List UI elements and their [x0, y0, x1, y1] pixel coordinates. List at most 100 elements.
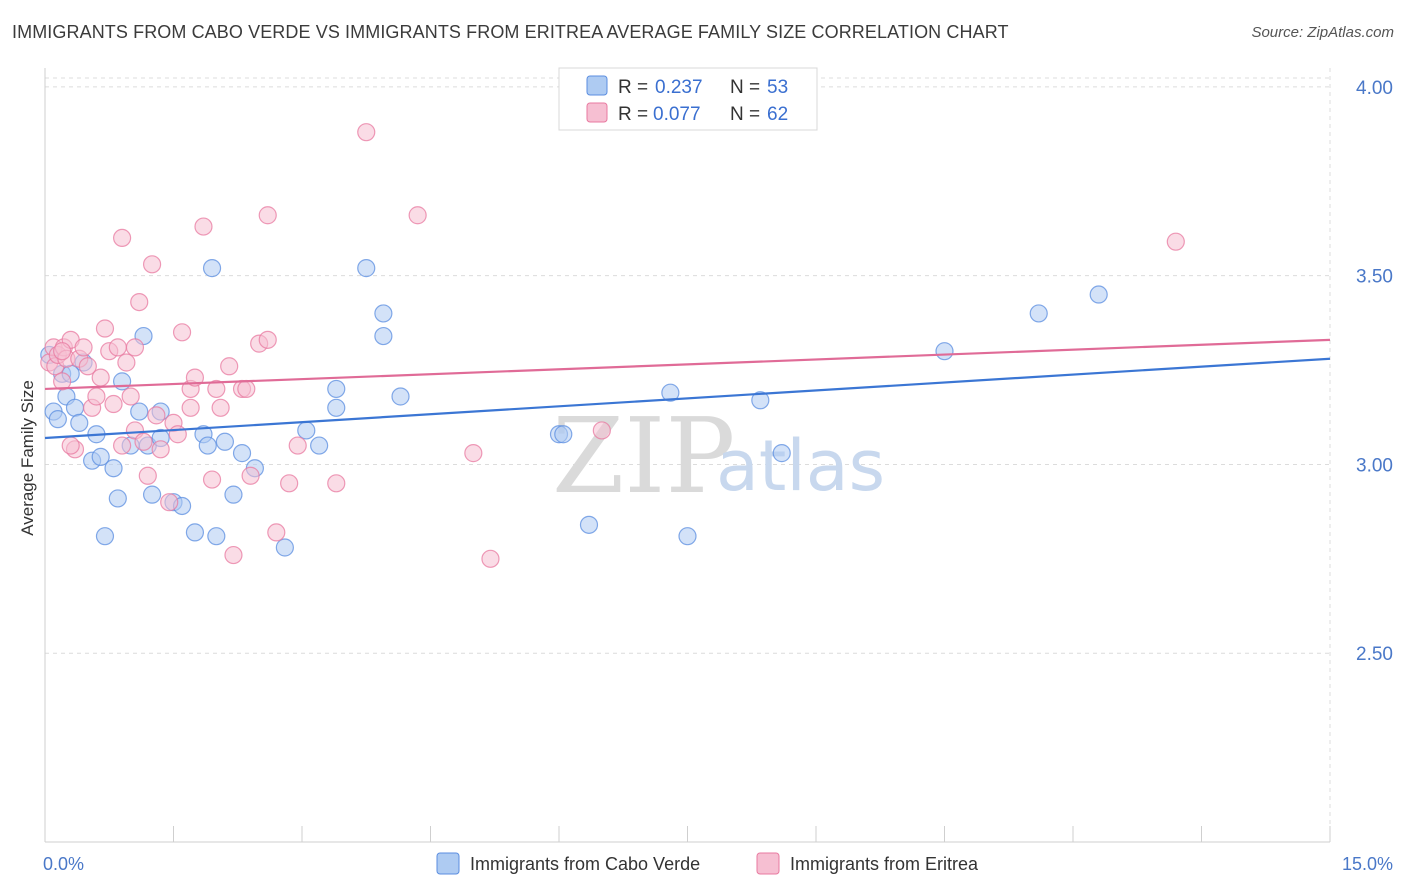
- data-point: [74, 338, 93, 357]
- legend-n-label: N =: [730, 104, 760, 125]
- data-point: [61, 436, 80, 455]
- data-point: [592, 421, 611, 440]
- series-legend-label-cabo-verde: Immigrants from Cabo Verde: [470, 854, 700, 874]
- data-point: [220, 357, 239, 376]
- source-label: Source: ZipAtlas.com: [1251, 24, 1394, 41]
- data-point: [112, 436, 132, 455]
- data-point: [391, 387, 410, 406]
- data-point: [237, 379, 256, 399]
- data-point: [258, 330, 277, 349]
- trend-line-cabo-verde: [44, 357, 1331, 440]
- data-point: [168, 425, 187, 444]
- data-point: [142, 255, 162, 274]
- data-point: [108, 338, 127, 357]
- data-point: [130, 292, 149, 312]
- watermark: ZIP atlas: [552, 395, 885, 517]
- data-point: [275, 538, 294, 557]
- data-point: [327, 398, 346, 417]
- legend-swatch-cabo-verde: [586, 75, 608, 96]
- legend-swatch-eritrea: [586, 102, 608, 123]
- data-point: [202, 470, 222, 489]
- data-point: [310, 436, 329, 455]
- data-point: [357, 259, 376, 278]
- data-point: [327, 474, 346, 493]
- data-point: [70, 413, 89, 433]
- data-point: [554, 425, 573, 444]
- data-point: [327, 379, 346, 399]
- legend-n-label: N =: [730, 77, 760, 98]
- data-point: [211, 398, 230, 417]
- data-point: [232, 444, 252, 463]
- data-point: [142, 485, 162, 504]
- data-points: [40, 123, 1185, 568]
- y-tick-label: 3.00: [1356, 455, 1393, 476]
- chart-title: IMMIGRANTS FROM CABO VERDE VS IMMIGRANTS…: [12, 22, 1009, 42]
- data-point: [207, 379, 226, 399]
- data-point: [1029, 304, 1048, 323]
- trend-line-eritrea: [44, 338, 1331, 391]
- data-point: [172, 323, 192, 342]
- data-point: [125, 338, 145, 357]
- axes: 2.50 3.00 3.50 4.00 0.0% 15.0%: [43, 68, 1393, 874]
- data-point: [112, 228, 132, 248]
- data-point: [579, 515, 599, 534]
- watermark-atlas: atlas: [716, 425, 885, 507]
- data-point: [464, 444, 483, 463]
- data-point: [104, 394, 123, 414]
- data-point: [224, 545, 243, 565]
- data-point: [1166, 232, 1185, 251]
- data-point: [87, 387, 106, 406]
- data-point: [258, 206, 277, 225]
- data-point: [53, 372, 72, 391]
- data-point: [207, 527, 226, 546]
- data-point: [138, 466, 157, 485]
- data-point: [288, 436, 307, 455]
- data-point: [751, 391, 770, 410]
- x-tick-label: 0.0%: [43, 854, 84, 874]
- watermark-zip: ZIP: [552, 395, 735, 517]
- series-eritrea: [40, 123, 1185, 568]
- data-point: [215, 432, 234, 451]
- series-legend-swatch-cabo-verde: [436, 852, 460, 875]
- data-point: [661, 383, 680, 402]
- data-point: [935, 342, 954, 361]
- legend-r-label: R =: [618, 104, 648, 125]
- legend-r-value: 0.077: [653, 104, 701, 125]
- data-point: [678, 527, 697, 546]
- data-point: [185, 523, 205, 542]
- data-point: [95, 527, 115, 546]
- data-point: [53, 342, 72, 361]
- legend-r-value: 0.237: [655, 77, 703, 98]
- data-point: [121, 387, 140, 406]
- data-point: [151, 440, 170, 459]
- series-legend: Immigrants from Cabo Verde Immigrants fr…: [436, 852, 979, 875]
- data-point: [408, 206, 427, 225]
- data-point: [185, 368, 205, 387]
- data-point: [104, 459, 123, 478]
- x-tick-label: 15.0%: [1342, 854, 1393, 874]
- data-point: [112, 372, 132, 391]
- y-tick-label: 3.50: [1356, 267, 1393, 288]
- data-point: [241, 466, 260, 485]
- data-point: [374, 304, 393, 323]
- data-point: [297, 421, 316, 440]
- data-point: [147, 406, 166, 425]
- data-point: [194, 217, 213, 236]
- data-point: [280, 474, 299, 493]
- legend-r-label: R =: [618, 77, 648, 98]
- data-point: [65, 398, 85, 417]
- series-legend-swatch-eritrea: [756, 852, 780, 875]
- trend-lines: [44, 338, 1331, 440]
- data-point: [198, 436, 217, 455]
- data-point: [91, 447, 110, 466]
- data-point: [91, 368, 110, 387]
- data-point: [95, 319, 115, 338]
- data-point: [130, 402, 149, 421]
- stats-legend: R = 0.237 N = 53 R = 0.077 N = 62: [558, 67, 818, 131]
- data-point: [481, 549, 500, 568]
- data-point: [357, 123, 376, 142]
- data-point: [160, 493, 179, 512]
- data-point: [1089, 285, 1108, 304]
- y-axis-label: Average Family Size: [18, 380, 37, 536]
